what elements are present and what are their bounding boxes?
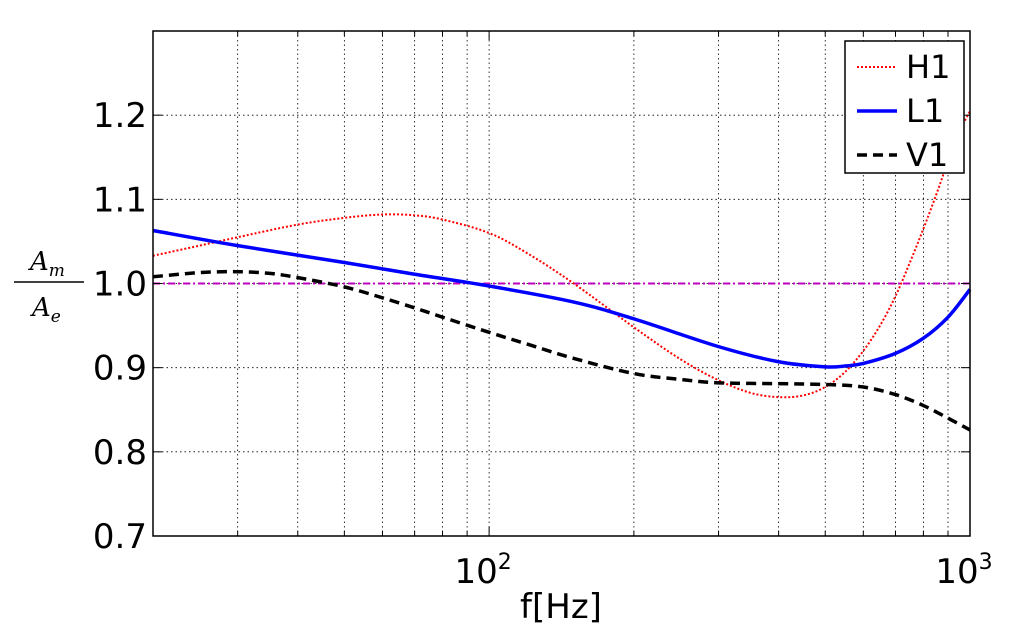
y-label-numerator-main: A [28, 247, 49, 277]
y-tick-label: 1.1 [93, 180, 147, 220]
x-tick-label-base: 10 [454, 552, 497, 592]
y-tick-label: 0.9 [93, 349, 147, 389]
legend-label-h1: H1 [906, 48, 950, 86]
y-label-numerator: Am [28, 247, 65, 281]
y-label-numerator-sub: m [49, 261, 65, 281]
series-line-v1 [152, 269, 971, 432]
series-line-l1 [152, 228, 972, 369]
legend-label-v1: V1 [906, 136, 948, 174]
y-label-denominator: Ae [30, 293, 61, 327]
x-tick-label: 103 [935, 550, 992, 592]
legend-box [844, 40, 965, 174]
legend-label-l1: L1 [906, 92, 944, 130]
series-layer [152, 110, 972, 432]
x-tick-label-base: 10 [935, 552, 978, 592]
y-tick-label: 0.8 [93, 433, 147, 473]
x-axis-label: f[Hz] [520, 587, 602, 627]
y-tick-label: 0.7 [93, 517, 147, 557]
y-tick-label: 1.0 [93, 265, 147, 305]
series-line-h1 [152, 110, 971, 399]
y-label-denominator-sub: e [51, 307, 61, 327]
y-axis-label: Am Ae [14, 247, 84, 327]
x-tick-label-exponent: 3 [979, 550, 993, 575]
y-tick-label: 1.2 [93, 96, 147, 136]
x-tick-label: 102 [454, 550, 511, 592]
y-label-denominator-main: A [30, 293, 51, 323]
ticks [152, 31, 971, 537]
legend: H1 L1 V1 [844, 40, 965, 174]
x-tick-label-exponent: 2 [498, 550, 512, 575]
